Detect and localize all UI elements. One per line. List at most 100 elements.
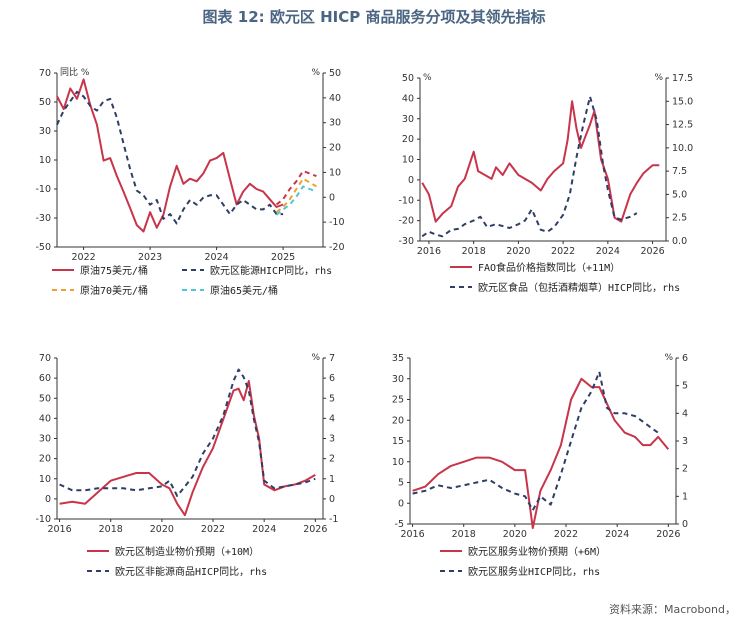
y-left-tick-label: 30 [39,126,51,137]
left-unit-label: 同比 % [60,66,90,78]
y-right-tick-label: 0 [682,519,688,530]
legend-label: 欧元区制造业物价预期（+10M） [115,545,259,558]
y-right-tick-label: 1 [329,474,335,485]
legend-label: 原油65美元/桶 [210,284,278,297]
y-right-tick-label: 2 [329,454,335,465]
x-tick-label: 2025 [271,252,295,263]
x-tick-label: 2022 [72,252,96,263]
y-right-tick-label: 3 [682,436,688,447]
legend-label: 欧元区非能源商品HICP同比，rhs [115,565,267,578]
source-note: 资料来源：Macrobond， [609,603,736,616]
legend-label: 欧元区食品（包括酒精烟草）HICP同比，rhs [478,281,680,294]
y-left-tick-label: 30 [392,374,404,385]
x-tick-label: 2016 [417,246,441,257]
y-left-tick-label: 50 [402,73,414,84]
x-tick-label: 2026 [656,529,680,540]
series-line-3-1 [412,370,659,512]
series-line-1-0 [421,100,660,223]
y-left-tick-label: 40 [39,413,51,424]
y-left-tick-label: 10 [392,457,404,468]
y-right-tick-label: 50 [329,68,341,79]
legend-label: 欧元区服务业物价预期（+6M） [468,545,606,558]
y-right-tick-label: 5.0 [672,189,687,200]
y-left-tick-label: 35 [392,353,404,364]
left-unit-label: % [423,73,432,83]
y-left-tick-label: 20 [392,415,404,426]
y-right-tick-label: 2 [682,464,688,475]
y-left-tick-label: -50 [35,242,51,253]
y-right-tick-label: 0 [329,192,335,203]
x-tick-label: 2024 [605,529,629,540]
y-left-tick-label: 50 [39,97,51,108]
y-right-tick-label: 12.5 [672,120,693,131]
y-right-tick-label: 6 [682,353,688,364]
x-tick-label: 2016 [47,524,71,535]
y-right-tick-label: 1 [682,491,688,502]
y-left-tick-label: -30 [35,213,51,224]
y-left-tick-label: 10 [402,155,414,166]
x-tick-label: 2016 [400,529,424,540]
series-line-2-1 [59,368,316,497]
y-right-tick-label: 40 [329,93,341,104]
x-tick-label: 2024 [205,252,229,263]
y-left-tick-label: -10 [398,195,414,206]
y-left-tick-label: 25 [392,395,404,406]
y-right-tick-label: 10 [329,167,341,178]
x-tick-label: 2018 [452,529,476,540]
x-tick-label: 2023 [138,252,162,263]
series-line-3-0 [412,377,670,530]
y-right-tick-label: 10.0 [672,143,693,154]
y-right-tick-label: 6 [329,373,335,384]
x-tick-label: 2020 [150,524,174,535]
series-line-0-3 [275,185,317,216]
x-tick-label: 2020 [506,246,530,257]
y-right-tick-label: 30 [329,118,341,129]
y-right-tick-label: 7 [329,353,335,364]
right-unit-label: % [311,353,320,363]
y-right-tick-label: 0.0 [672,236,687,247]
y-left-tick-label: -30 [398,236,414,247]
y-left-tick-label: 20 [39,454,51,465]
x-tick-label: 2018 [462,246,486,257]
y-right-tick-label: 5 [682,381,688,392]
legend-label: 欧元区服务业HICP同比，rhs [468,565,600,578]
x-tick-label: 2024 [252,524,276,535]
y-left-tick-label: 30 [402,114,414,125]
y-left-tick-label: -5 [395,519,404,530]
y-right-tick-label: 4 [682,408,688,419]
y-left-tick-label: 15 [392,436,404,447]
x-tick-label: 2022 [551,246,575,257]
y-right-tick-label: 2.5 [672,213,687,224]
x-tick-label: 2026 [640,246,664,257]
x-tick-label: 2022 [201,524,225,535]
y-left-tick-label: 10 [39,474,51,485]
y-left-tick-label: 5 [398,478,404,489]
y-left-tick-label: 20 [402,134,414,145]
y-right-tick-label: 7.5 [672,166,687,177]
y-left-tick-label: -10 [35,184,51,195]
right-unit-label: % [664,353,673,363]
y-left-tick-label: -20 [398,216,414,227]
series-line-0-4 [275,170,317,206]
y-left-tick-label: 60 [39,373,51,384]
y-left-tick-label: 0 [45,494,51,505]
y-right-tick-label: -20 [329,242,345,253]
panel-energy: 70 50 30 10 -10 -30 -50 50 40 30 20 10 0 -10 -20 同比 % % 2… [35,66,344,297]
legend-label: 欧元区能源HICP同比，rhs [210,264,332,277]
x-tick-label: 2018 [99,524,123,535]
y-left-tick-label: 50 [39,393,51,404]
x-tick-label: 2020 [503,529,527,540]
y-left-tick-label: 70 [39,353,51,364]
x-tick-label: 2024 [596,246,620,257]
series-line-2-0 [59,380,316,517]
y-right-tick-label: -10 [329,217,345,228]
legend-label: FAO食品价格指数同比（+11M） [478,261,620,274]
y-right-tick-label: 20 [329,143,341,154]
panel-food: 50 40 30 20 10 0 -10 -20 -30 17.5 15.0 12.5 10.0 7.5 5… [398,73,693,294]
y-left-tick-label: 40 [402,93,414,104]
y-right-tick-label: 17.5 [672,73,693,84]
series-line-0-1 [56,90,284,225]
y-left-tick-label: 0 [398,498,404,509]
series-line-1-1 [421,95,638,238]
y-left-tick-label: 30 [39,434,51,445]
